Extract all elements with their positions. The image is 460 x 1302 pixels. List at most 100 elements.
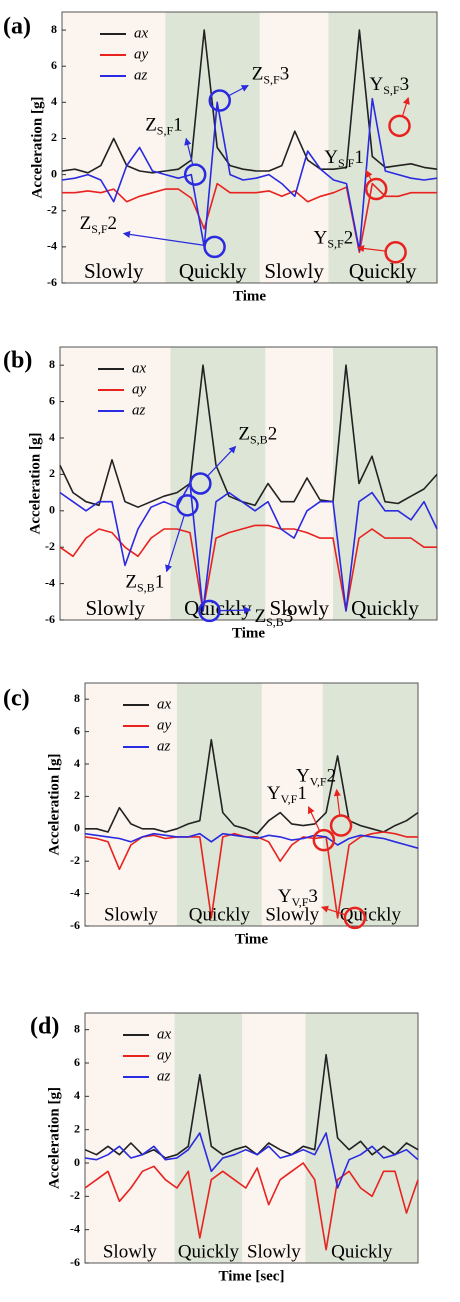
- plot-frame: [84, 682, 419, 927]
- y-tick-label: -6: [70, 1255, 80, 1269]
- legend-label: ax: [134, 25, 149, 41]
- series-line: [59, 482, 438, 612]
- annotation-sub: S,B: [137, 580, 155, 594]
- region-label: Slowly: [84, 259, 144, 283]
- annotation-label: ZS,B2: [238, 424, 277, 446]
- y-tick-label: -4: [47, 239, 57, 253]
- legend-label: ax: [157, 1026, 172, 1042]
- y-tick-label: -2: [70, 853, 80, 867]
- region: [328, 12, 437, 283]
- annotation-sub: V,F: [281, 792, 298, 806]
- annotation-letter: Y: [370, 74, 384, 95]
- annotation-sub: S,F: [327, 236, 344, 250]
- region: [265, 347, 333, 620]
- annotation-letter: Z: [145, 115, 157, 136]
- annotation-sub: S,F: [338, 156, 355, 170]
- region-label: Quickly: [178, 1241, 240, 1262]
- legend-label: ay: [157, 717, 172, 733]
- y-axis-label: Acceleration [g]: [46, 1087, 62, 1189]
- series-line: [59, 524, 437, 612]
- annotation-letter: Y: [324, 147, 338, 168]
- plot-frame: [84, 1012, 419, 1264]
- region: [170, 347, 266, 620]
- annotation-num: 1: [173, 115, 183, 136]
- y-tick-label: -6: [70, 918, 80, 932]
- annotation-num: 3: [280, 64, 290, 85]
- y-tick-label: 8: [49, 357, 55, 371]
- annotation-arrow: [320, 905, 345, 916]
- panel-label: (d): [30, 1014, 59, 1040]
- region: [259, 12, 329, 283]
- annotation-circle: [198, 599, 221, 623]
- series-line: [84, 1053, 419, 1159]
- annotation-label: YS,F2: [314, 228, 354, 250]
- annotation-arrow: [365, 169, 373, 180]
- legend-label: az: [157, 738, 171, 754]
- annotation-num: 1: [354, 147, 364, 168]
- annotation-sub: S,B: [266, 615, 284, 629]
- annotation-letter: Z: [252, 64, 264, 85]
- annotation-arrow: [402, 96, 410, 116]
- annotation-sub: V,F: [292, 895, 309, 909]
- panel-label: (b): [3, 348, 32, 374]
- annotation-sub: S,B: [250, 432, 268, 446]
- y-tick-label: 4: [74, 1088, 80, 1102]
- legend-label: ax: [157, 696, 172, 712]
- panel-label: (a): [3, 14, 31, 40]
- region: [322, 683, 418, 926]
- y-tick-label: -4: [45, 575, 55, 589]
- annotation-label: YV,F1: [267, 783, 307, 805]
- region-label: Slowly: [103, 1241, 157, 1262]
- region-label: Quickly: [349, 259, 417, 283]
- legend-label: az: [132, 402, 146, 418]
- region-label: Slowly: [85, 596, 145, 620]
- y-tick-label: 2: [74, 1121, 80, 1135]
- region: [85, 1013, 175, 1263]
- region-label: Quickly: [351, 596, 419, 620]
- region-label: Quickly: [340, 904, 402, 925]
- y-tick-label: -2: [70, 1188, 80, 1202]
- y-tick-label: 8: [74, 691, 80, 705]
- y-tick-label: 6: [49, 393, 55, 407]
- annotation-arrow: [184, 137, 194, 165]
- annotation-circle: [384, 241, 407, 264]
- annotation-num: 1: [155, 572, 165, 593]
- annotation-letter: Y: [314, 228, 328, 249]
- annotation-label: YS,F3: [370, 74, 410, 96]
- annotation-letter: Y: [296, 766, 310, 787]
- annotation-num: 2: [108, 213, 118, 234]
- annotation-sub: S,F: [263, 72, 280, 86]
- annotation-label: ZS,B1: [125, 572, 164, 594]
- annotation-sub: S,F: [383, 83, 400, 97]
- annotation-letter: Z: [238, 424, 250, 445]
- y-tick-label: 6: [74, 723, 80, 737]
- annotation-num: 2: [344, 228, 354, 249]
- series-line: [85, 738, 419, 835]
- y-axis-label: Acceleration [g]: [46, 753, 62, 855]
- annotation-circle: [343, 906, 367, 930]
- annotation-label: ZS,F3: [252, 64, 289, 86]
- region-label: Quickly: [331, 1241, 393, 1262]
- annotation-circle: [208, 89, 232, 112]
- annotation-num: 3: [284, 606, 294, 627]
- annotation-circle: [203, 235, 226, 259]
- annotation-letter: Z: [125, 572, 137, 593]
- annotation-label: ZS,F2: [80, 213, 117, 235]
- region-label: Slowly: [247, 1241, 301, 1262]
- annotation-letter: Y: [267, 783, 281, 804]
- annotation-circle: [364, 177, 388, 201]
- series-line: [59, 364, 438, 508]
- annotation-letter: Y: [278, 886, 292, 907]
- y-tick-label: 8: [74, 1021, 80, 1035]
- legend-label: ax: [132, 360, 147, 376]
- annotation-num: 3: [308, 886, 318, 907]
- annotation-arrow: [333, 788, 341, 815]
- region-label: Slowly: [269, 596, 329, 620]
- legend-label: ay: [157, 1047, 172, 1063]
- annotation-num: 3: [400, 74, 410, 95]
- x-axis-label: Time [sec]: [219, 1268, 285, 1284]
- legend-label: az: [134, 67, 148, 83]
- annotation-arrow: [229, 84, 249, 96]
- annotation-letter: Z: [80, 213, 92, 234]
- y-axis-label: Acceleration [g]: [29, 96, 45, 198]
